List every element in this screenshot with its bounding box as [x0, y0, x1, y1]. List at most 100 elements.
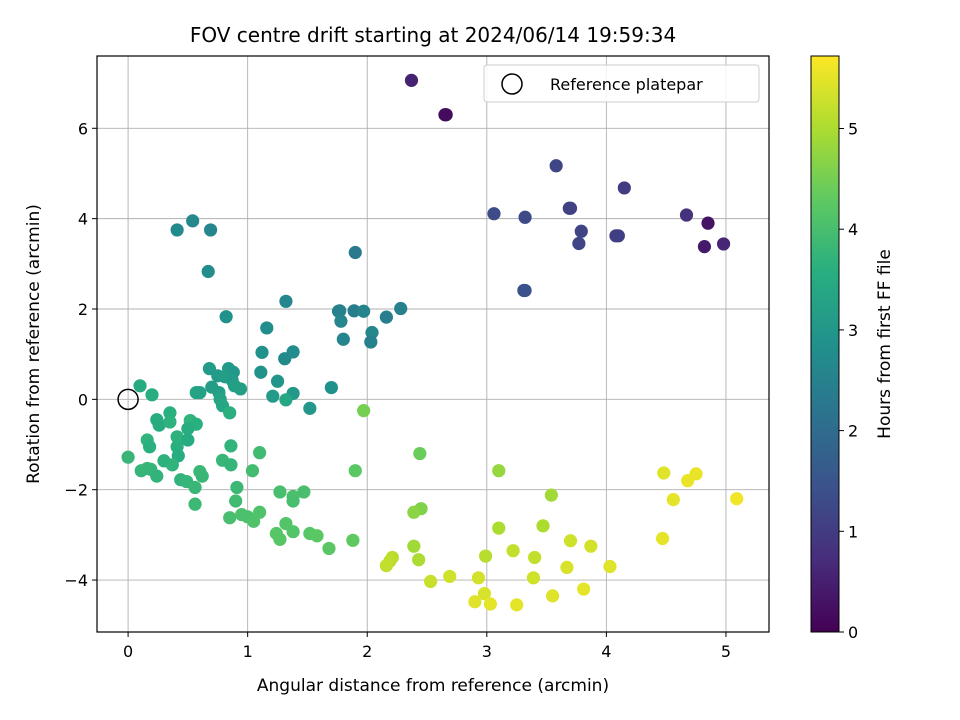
data-point	[254, 365, 268, 379]
data-point	[253, 446, 267, 460]
data-point	[468, 595, 482, 609]
data-point	[407, 539, 421, 553]
data-point	[413, 446, 427, 461]
data-point	[253, 505, 267, 519]
data-point	[286, 494, 300, 508]
data-point	[279, 393, 293, 407]
data-point	[143, 440, 157, 454]
data-point	[233, 382, 248, 396]
data-point	[701, 216, 715, 230]
data-point	[310, 529, 324, 543]
legend: Reference platepar	[483, 64, 760, 103]
x-tick-label: 4	[601, 642, 611, 661]
data-point	[324, 380, 338, 395]
data-point	[152, 418, 166, 432]
data-point	[229, 494, 243, 508]
data-point	[697, 240, 712, 254]
data-point	[364, 335, 378, 349]
data-point	[563, 534, 578, 548]
data-point	[255, 345, 269, 359]
data-point	[145, 388, 159, 402]
data-point	[303, 401, 317, 415]
colorbar: 0 1 2 3 4 5 Hours from first FF file	[810, 55, 895, 642]
data-point	[224, 458, 238, 472]
data-point	[603, 559, 617, 574]
data-point	[574, 224, 588, 238]
y-tick-label: −4	[64, 571, 88, 590]
data-point	[346, 533, 360, 547]
y-tick-label: 2	[78, 300, 88, 319]
colorbar-tick-label: 0	[848, 623, 858, 642]
data-point	[679, 208, 694, 222]
data-point	[617, 181, 631, 195]
data-point	[245, 464, 260, 478]
data-point	[492, 521, 506, 535]
x-tick-label: 3	[482, 642, 492, 661]
data-point	[223, 511, 237, 525]
y-tick-label: 0	[78, 390, 88, 409]
colorbar-tick-label: 2	[848, 422, 858, 441]
colorbar-tick-label: 1	[848, 522, 858, 541]
data-point	[379, 558, 393, 573]
data-point	[526, 571, 541, 585]
reference-platepar-marker	[117, 388, 139, 411]
colorbar-tick-label: 5	[848, 120, 858, 139]
data-point	[230, 480, 244, 495]
colorbar-tick-label: 3	[848, 321, 858, 340]
x-tick-label: 2	[362, 642, 372, 661]
data-point	[439, 108, 453, 122]
data-point	[336, 332, 350, 346]
legend-reference-marker	[501, 73, 523, 95]
data-point	[518, 210, 532, 224]
data-point	[563, 201, 578, 215]
data-point	[544, 488, 558, 502]
data-point	[186, 214, 200, 228]
axis-ticks: 0 1 2 3 4 5 −4 −2 0 2 4 6	[64, 119, 731, 661]
data-point	[528, 550, 542, 565]
data-point	[278, 352, 292, 366]
data-point	[510, 598, 524, 612]
data-point	[477, 587, 492, 601]
data-point	[348, 464, 362, 478]
data-point	[170, 430, 184, 444]
data-point	[483, 597, 497, 611]
y-tick-label: −2	[64, 481, 88, 500]
data-point	[549, 159, 563, 173]
data-point	[379, 310, 393, 324]
y-tick-label: 6	[78, 119, 88, 138]
legend-box	[483, 64, 760, 103]
data-point	[357, 404, 371, 418]
colorbar-label: Hours from first FF file	[875, 249, 895, 439]
data-point	[577, 582, 591, 596]
data-point	[195, 469, 209, 483]
data-point	[181, 422, 195, 436]
data-point	[224, 439, 238, 453]
data-point	[492, 464, 506, 478]
data-point	[730, 492, 744, 506]
data-point	[188, 480, 202, 495]
x-axis-label: Angular distance from reference (arcmin)	[257, 676, 609, 696]
data-point	[443, 569, 457, 584]
data-point	[424, 574, 438, 589]
data-point	[203, 223, 218, 237]
data-point	[163, 415, 177, 429]
data-point	[536, 519, 550, 533]
y-tick-label: 4	[78, 210, 88, 229]
data-point	[223, 406, 237, 420]
data-point	[150, 469, 164, 483]
data-point	[404, 73, 419, 87]
data-point	[181, 433, 195, 447]
data-point	[657, 466, 671, 480]
data-point	[219, 310, 233, 324]
data-point	[334, 314, 348, 328]
data-points	[121, 73, 744, 612]
legend-label: Reference platepar	[550, 75, 703, 94]
data-point	[689, 467, 703, 481]
data-point	[297, 485, 311, 499]
data-point	[666, 493, 680, 507]
chart-title: FOV centre drift starting at 2024/06/14 …	[190, 23, 676, 47]
data-point	[611, 229, 625, 243]
data-point	[357, 304, 371, 318]
data-point	[471, 571, 486, 585]
